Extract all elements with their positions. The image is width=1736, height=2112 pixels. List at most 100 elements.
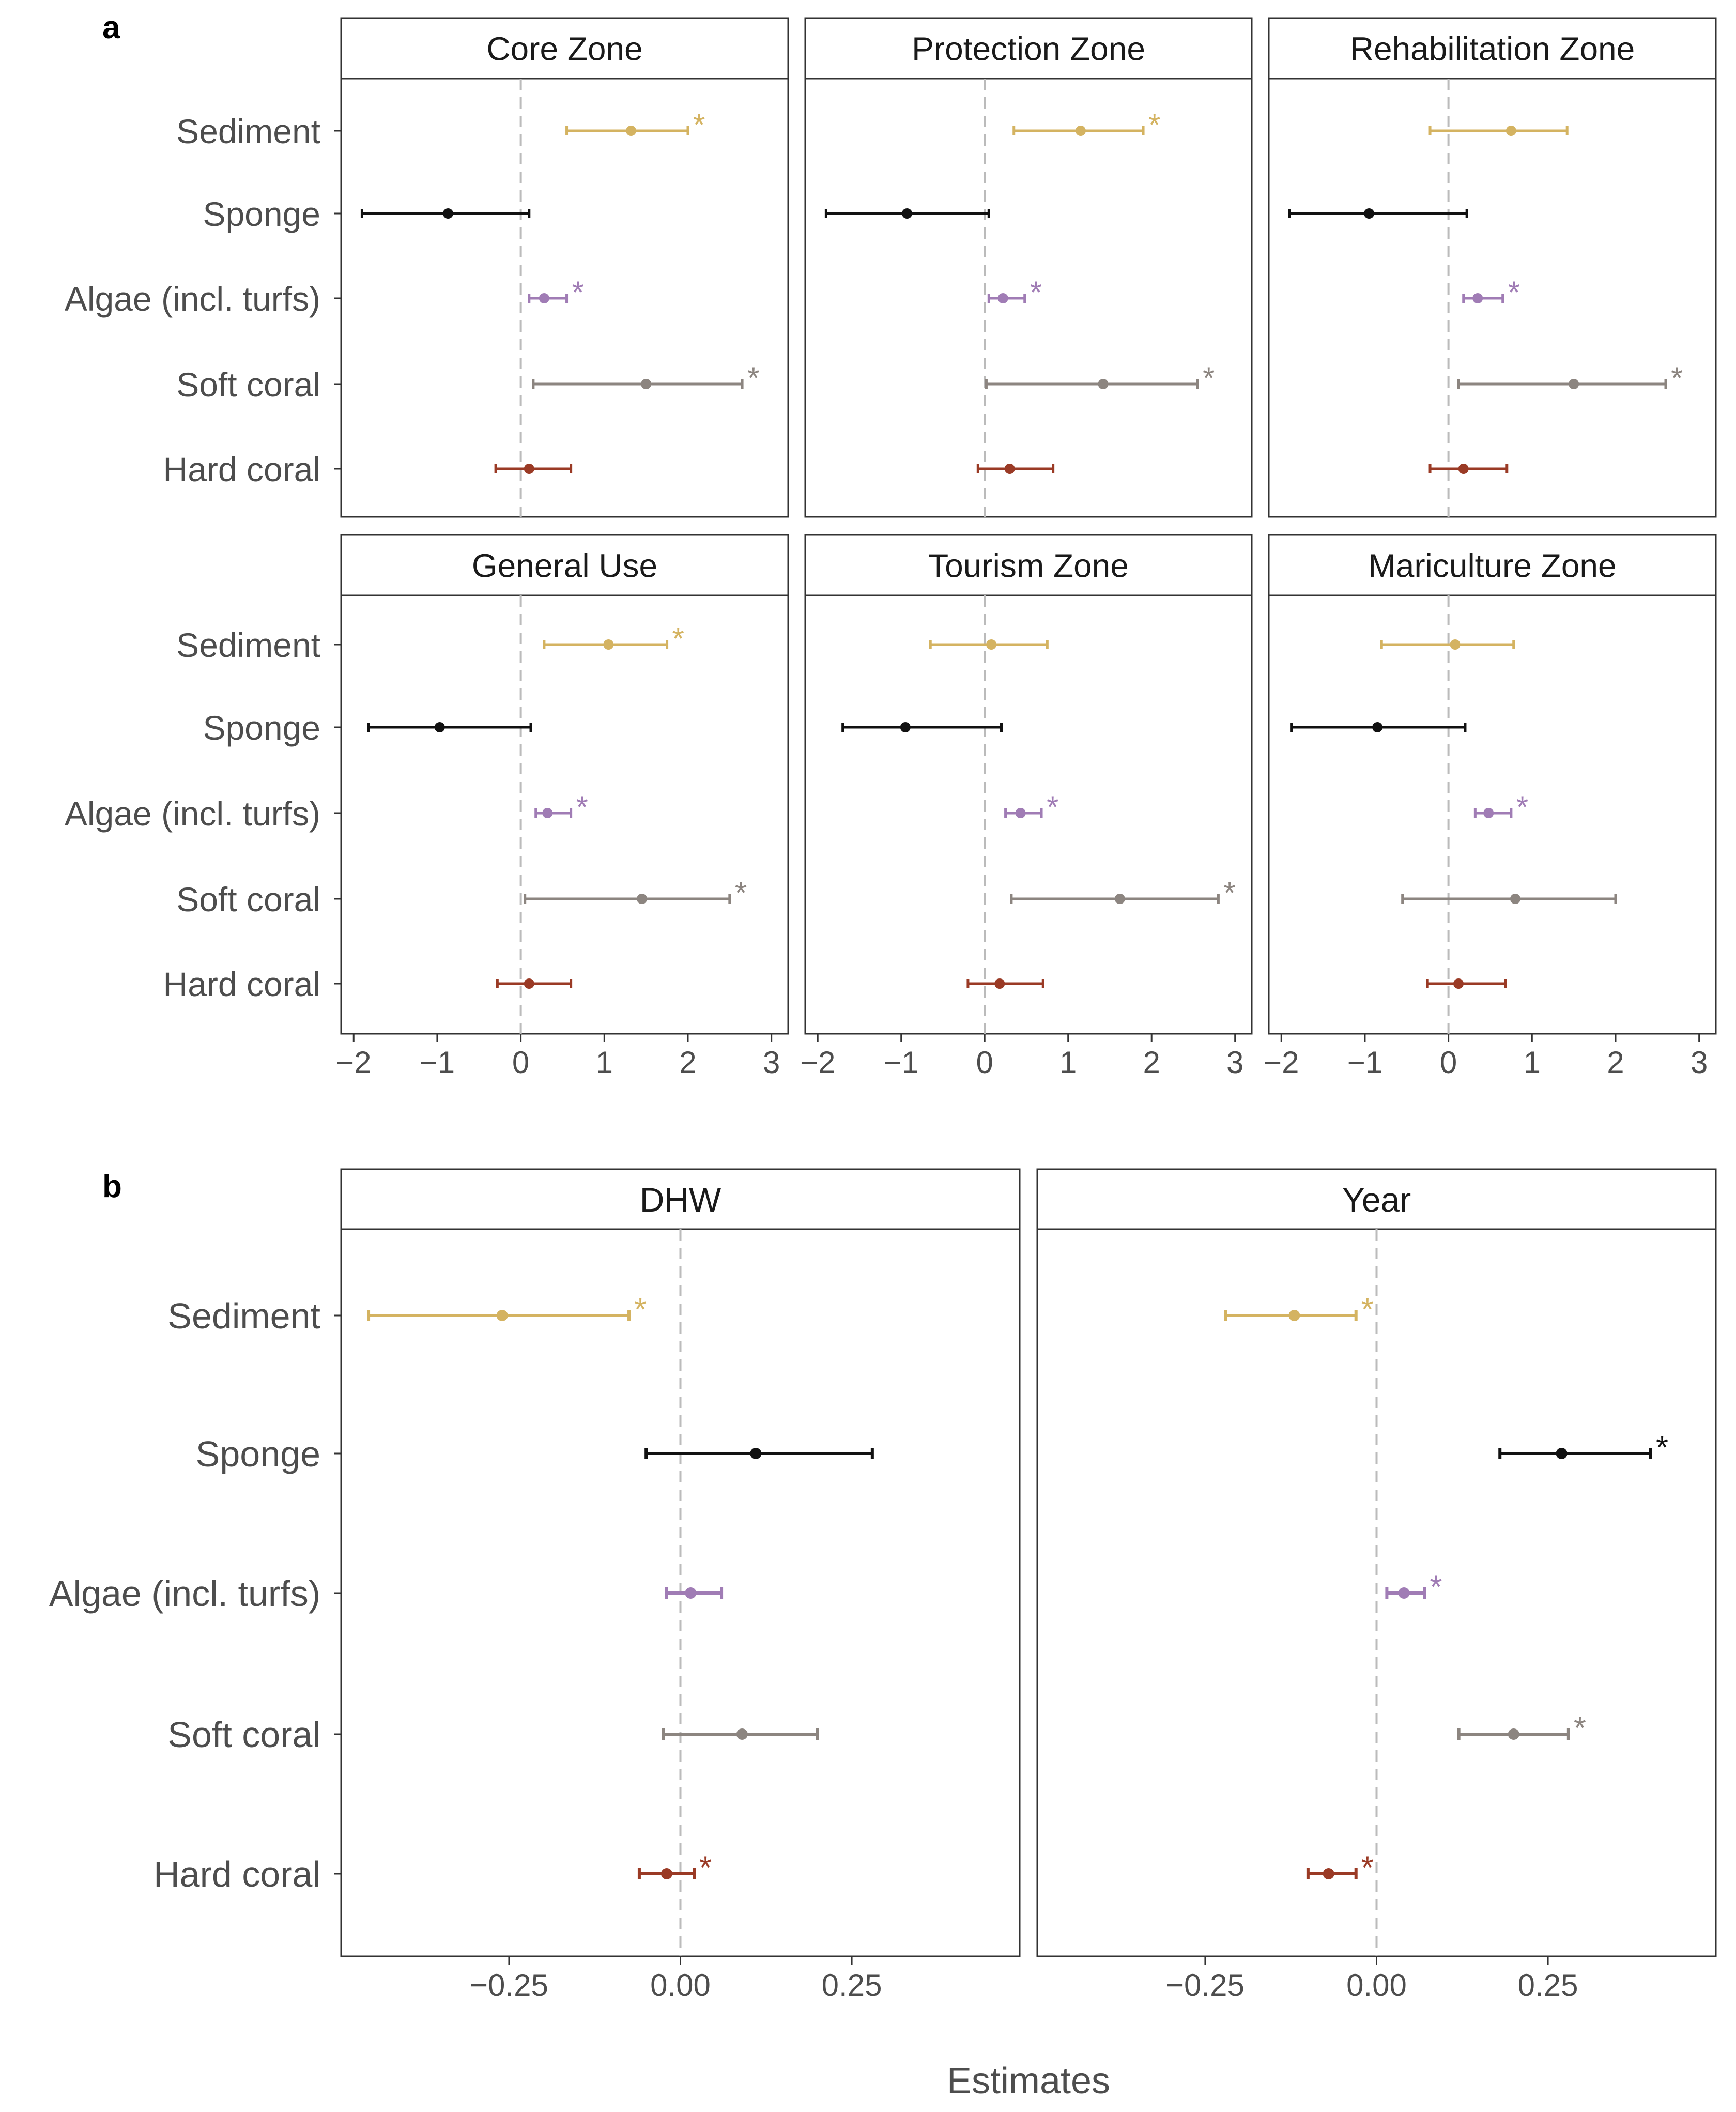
facet-title-dhw: DHW xyxy=(640,1181,721,1219)
x-tick-label: 3 xyxy=(1691,1045,1708,1080)
estimate-algae-incl-turfs: * xyxy=(1004,790,1058,824)
estimate-point xyxy=(1569,379,1579,389)
estimate-point xyxy=(434,722,445,732)
facet-rehabilitation-zone: Rehabilitation Zone * * xyxy=(1268,17,1717,518)
x-tick-label: 2 xyxy=(679,1045,696,1080)
y-tick-label-soft-coral: Soft coral xyxy=(167,1715,320,1755)
x-tick-label: 0 xyxy=(976,1045,993,1080)
estimate-point xyxy=(603,639,614,650)
facet-frame xyxy=(804,594,1253,1035)
estimate-point xyxy=(1372,722,1383,732)
x-tick-label: 2 xyxy=(1607,1045,1624,1080)
estimate-point xyxy=(637,894,648,904)
x-tick-label: 0.00 xyxy=(1346,1968,1407,2002)
estimate-hard-coral: * xyxy=(1306,1850,1374,1886)
estimate-soft-coral: * xyxy=(1010,876,1236,910)
significance-star: * xyxy=(735,876,747,910)
x-tick-label: 1 xyxy=(596,1045,613,1080)
estimate-point xyxy=(736,1728,748,1740)
estimate-sponge: * xyxy=(1498,1430,1668,1465)
significance-star: * xyxy=(1223,876,1235,910)
estimate-point xyxy=(539,293,549,303)
y-tick-label-algae-incl-turfs: Algae (incl. turfs) xyxy=(49,1573,320,1614)
estimate-point xyxy=(685,1587,697,1599)
significance-star: * xyxy=(1430,1569,1442,1605)
estimate-point xyxy=(1508,1728,1519,1740)
y-tick-label-sponge: Sponge xyxy=(203,709,320,747)
facet-general-use: General Use * * * −2 −1 0 1 2 3 xyxy=(336,534,789,1080)
facet-strip xyxy=(1268,534,1717,596)
significance-star: * xyxy=(572,275,584,310)
facet-strip xyxy=(340,534,789,596)
estimate-algae-incl-turfs: * xyxy=(1473,790,1528,824)
estimate-point xyxy=(1015,808,1026,818)
estimate-sediment: * xyxy=(565,108,705,142)
estimate-sponge xyxy=(360,208,531,219)
estimate-soft-coral xyxy=(1401,894,1617,904)
facet-frame xyxy=(804,78,1253,518)
estimate-algae-incl-turfs: * xyxy=(1385,1569,1442,1605)
facet-tourism-zone: Tourism Zone * * −2 −1 0 1 2 3 xyxy=(800,534,1253,1080)
facet-title-general-use: General Use xyxy=(472,547,657,585)
x-tick-label: 0.25 xyxy=(822,1968,882,2002)
facet-dhw: DHW * * −0.25 0.00 0.25 xyxy=(340,1168,1021,2002)
x-tick-label: 0.25 xyxy=(1518,1968,1578,2002)
estimate-point xyxy=(1472,293,1483,303)
estimate-sediment xyxy=(1428,126,1569,136)
x-tick-label: 0.00 xyxy=(650,1968,711,2002)
y-tick-label-soft-coral: Soft coral xyxy=(176,365,320,404)
significance-star: * xyxy=(1508,275,1520,310)
y-tick-label-hard-coral: Hard coral xyxy=(163,450,320,488)
estimate-hard-coral xyxy=(976,464,1055,474)
facet-strip xyxy=(804,534,1253,596)
estimate-point xyxy=(1004,464,1015,474)
significance-star: * xyxy=(576,790,588,824)
facet-protection-zone: Protection Zone * * * xyxy=(804,17,1253,518)
estimate-point xyxy=(1450,639,1461,650)
y-tick-label-sediment: Sediment xyxy=(176,112,320,150)
x-tick-label: 1 xyxy=(1059,1045,1077,1080)
estimate-point xyxy=(1510,894,1520,904)
facet-strip xyxy=(1036,1168,1717,1230)
facet-strip xyxy=(340,1168,1021,1230)
x-tick-label: −2 xyxy=(1264,1045,1299,1080)
x-tick-label: 0 xyxy=(1440,1045,1457,1080)
estimate-hard-coral xyxy=(1428,464,1509,474)
estimate-point xyxy=(902,208,913,219)
estimate-soft-coral: * xyxy=(524,876,747,910)
estimate-algae-incl-turfs: * xyxy=(528,275,584,310)
significance-star: * xyxy=(1030,275,1042,310)
estimate-point xyxy=(1556,1448,1568,1459)
estimate-sediment: * xyxy=(543,621,684,656)
x-tick-label: 3 xyxy=(1226,1045,1243,1080)
estimate-sediment: * xyxy=(367,1292,647,1327)
y-tick-label-hard-coral: Hard coral xyxy=(153,1854,320,1894)
significance-star: * xyxy=(699,1850,712,1886)
facet-strip xyxy=(1268,17,1717,80)
estimate-sediment: * xyxy=(1224,1292,1374,1327)
estimate-point xyxy=(900,722,911,732)
x-tick-label: −1 xyxy=(420,1045,455,1080)
estimate-algae-incl-turfs: * xyxy=(534,790,588,824)
estimate-soft-coral xyxy=(662,1728,819,1740)
facet-mariculture-zone: Mariculture Zone * −2 −1 0 1 2 3 xyxy=(1264,534,1717,1080)
estimate-sediment xyxy=(929,639,1049,650)
estimate-point xyxy=(1098,379,1109,389)
estimate-soft-coral: * xyxy=(1457,361,1683,395)
significance-star: * xyxy=(1671,361,1683,395)
significance-star: * xyxy=(1574,1710,1586,1746)
facet-title-mariculture-zone: Mariculture Zone xyxy=(1368,547,1616,585)
y-tick-label-sponge: Sponge xyxy=(196,1434,320,1474)
x-tick-label: −0.25 xyxy=(1166,1968,1245,2002)
y-tick-label-hard-coral: Hard coral xyxy=(163,965,320,1003)
x-tick-label: −2 xyxy=(800,1045,835,1080)
x-tick-label: 2 xyxy=(1143,1045,1160,1080)
estimate-hard-coral xyxy=(1426,978,1507,989)
estimate-sediment: * xyxy=(1012,108,1160,142)
estimate-algae-incl-turfs: * xyxy=(1462,275,1520,310)
estimate-point xyxy=(1114,894,1125,904)
estimate-point xyxy=(524,978,534,989)
facet-title-year: Year xyxy=(1342,1181,1411,1219)
estimate-point xyxy=(1483,808,1494,818)
